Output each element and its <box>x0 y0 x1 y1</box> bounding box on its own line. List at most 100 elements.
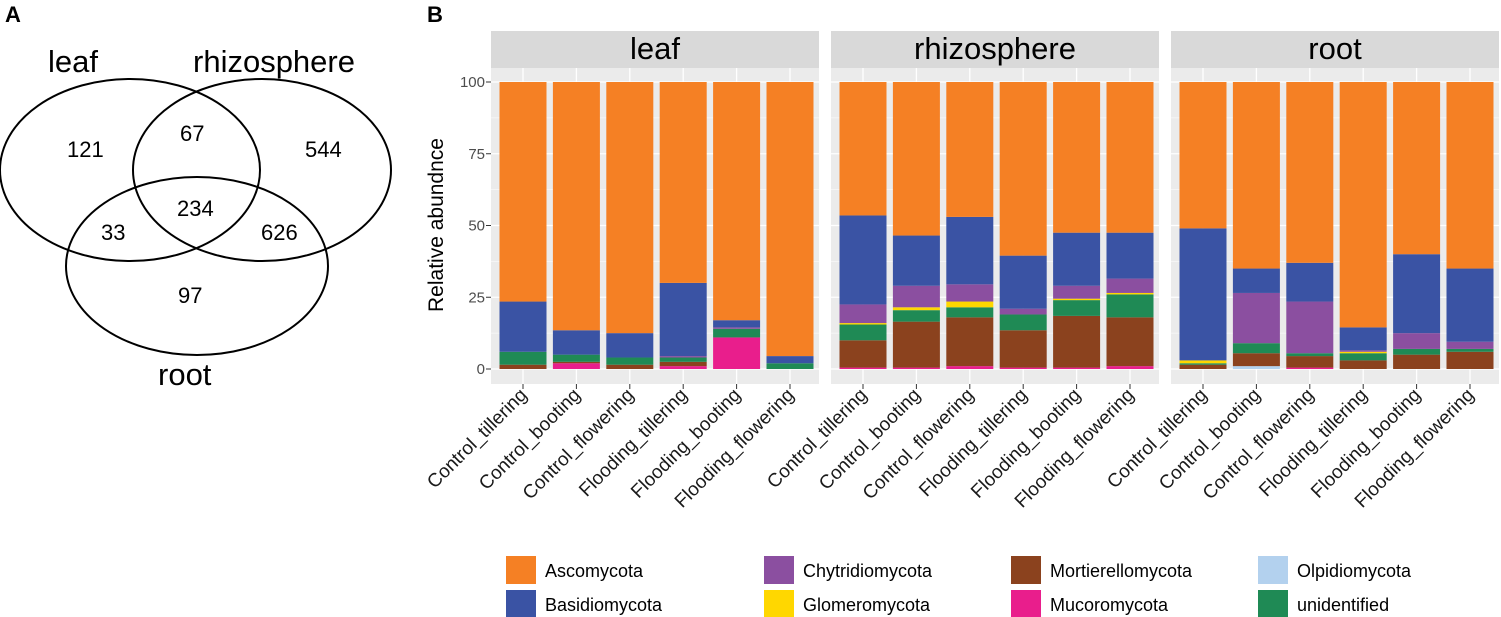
bar-root-flooding-tillering-unidentified <box>1339 353 1387 361</box>
bar-rhizosphere-control-flowering-glomeromycota <box>946 301 994 308</box>
bar-rhizosphere-control-flowering-chytridiomycota <box>946 284 994 302</box>
venn-count-leaf-root: 33 <box>101 220 125 245</box>
bar-root-control-flowering-unidentified <box>1286 353 1334 357</box>
bar-root-control-flowering-mucoromycota <box>1286 367 1334 369</box>
bar-root-control-tillering-mortierellomycota <box>1179 364 1227 369</box>
bar-leaf-flooding-tillering-unidentified <box>659 357 707 362</box>
bar-root-control-booting-mortierellomycota <box>1232 353 1280 367</box>
facet-title-root: root <box>1308 31 1362 66</box>
bar-rhizosphere-flooding-booting-mucoromycota <box>1053 367 1101 369</box>
bar-rhizosphere-flooding-flowering-mucoromycota <box>1106 366 1154 369</box>
venn-label-leaf: leaf <box>48 44 98 79</box>
bar-rhizosphere-control-flowering-basidiomycota <box>946 216 994 285</box>
bar-rhizosphere-flooding-flowering-ascomycota <box>1106 82 1154 233</box>
bar-rhizosphere-control-flowering-ascomycota <box>946 82 994 217</box>
bar-rhizosphere-control-tillering-chytridiomycota <box>839 304 887 324</box>
legend-label-mortierellomycota: Mortierellomycota <box>1050 561 1193 581</box>
bar-rhizosphere-flooding-tillering-unidentified <box>999 314 1047 331</box>
venn-rhizosphere-circle <box>132 78 392 262</box>
bar-rhizosphere-control-flowering-unidentified <box>946 307 994 318</box>
bar-leaf-flooding-tillering-chytridiomycota <box>659 356 707 358</box>
bar-leaf-control-booting-mortierellomycota <box>552 361 600 364</box>
bar-rhizosphere-control-tillering-mucoromycota <box>839 367 887 369</box>
bar-leaf-flooding-flowering-basidiomycota <box>766 356 814 364</box>
bar-rhizosphere-flooding-tillering-chytridiomycota <box>999 308 1047 315</box>
bar-rhizosphere-flooding-flowering-chytridiomycota <box>1106 278 1154 293</box>
bar-rhizosphere-flooding-tillering-mortierellomycota <box>999 330 1047 368</box>
bar-root-flooding-booting-ascomycota <box>1393 82 1441 255</box>
bar-rhizosphere-control-booting-mortierellomycota <box>892 321 940 368</box>
bar-root-control-booting-ascomycota <box>1232 82 1280 269</box>
bar-leaf-control-flowering-basidiomycota <box>606 333 654 358</box>
bar-root-flooding-tillering-basidiomycota <box>1339 327 1387 351</box>
venn-count-rhizosphere-only: 544 <box>305 137 342 162</box>
bar-rhizosphere-control-tillering-basidiomycota <box>839 215 887 305</box>
bar-rhizosphere-control-booting-ascomycota <box>892 82 940 236</box>
bar-leaf-flooding-booting-unidentified <box>713 328 761 338</box>
bar-rhizosphere-control-booting-basidiomycota <box>892 235 940 286</box>
bar-root-flooding-flowering-chytridiomycota <box>1446 341 1494 349</box>
y-tick-label: 75 <box>468 146 485 163</box>
bar-leaf-flooding-tillering-mortierellomycota <box>659 361 707 367</box>
bar-rhizosphere-control-flowering-mucoromycota <box>946 366 994 369</box>
bar-leaf-control-tillering-ascomycota <box>499 82 547 302</box>
bar-root-flooding-booting-basidiomycota <box>1393 254 1441 334</box>
legend-label-basidiomycota: Basidiomycota <box>545 595 663 615</box>
bar-rhizosphere-flooding-booting-basidiomycota <box>1053 232 1101 286</box>
bar-root-flooding-flowering-ascomycota <box>1446 82 1494 269</box>
panel-b-label: B <box>427 2 443 27</box>
bar-root-control-flowering-basidiomycota <box>1286 262 1334 302</box>
bar-leaf-control-booting-mucoromycota <box>552 363 600 369</box>
bar-rhizosphere-control-tillering-unidentified <box>839 324 887 341</box>
bar-root-control-tillering-glomeromycota <box>1179 360 1227 364</box>
bar-leaf-control-booting-ascomycota <box>552 82 600 331</box>
bar-rhizosphere-flooding-booting-glomeromycota <box>1053 298 1101 301</box>
bar-leaf-flooding-booting-mucoromycota <box>713 337 761 369</box>
bar-root-flooding-tillering-mortierellomycota <box>1339 360 1387 369</box>
venn-root-circle <box>65 176 329 356</box>
venn-label-rhizosphere: rhizosphere <box>193 44 355 79</box>
bar-leaf-control-booting-basidiomycota <box>552 330 600 355</box>
bar-rhizosphere-flooding-flowering-mortierellomycota <box>1106 317 1154 367</box>
bar-root-control-tillering-basidiomycota <box>1179 228 1227 361</box>
legend-swatch-unidentified <box>1258 590 1288 617</box>
bar-root-flooding-tillering-chytridiomycota <box>1339 350 1387 352</box>
bar-rhizosphere-flooding-booting-ascomycota <box>1053 82 1101 233</box>
bar-root-control-flowering-mortierellomycota <box>1286 356 1334 368</box>
facet-strip-root <box>1171 31 1499 68</box>
bar-leaf-flooding-booting-chytridiomycota <box>713 327 761 329</box>
bar-rhizosphere-flooding-flowering-basidiomycota <box>1106 232 1154 279</box>
bar-root-control-tillering-unidentified <box>1179 363 1227 365</box>
bar-leaf-flooding-booting-ascomycota <box>713 82 761 321</box>
bar-root-control-booting-olpidiomycota <box>1232 366 1280 369</box>
bar-leaf-control-tillering-mortierellomycota <box>499 364 547 369</box>
panel-a-label: A <box>5 2 21 27</box>
bar-rhizosphere-flooding-flowering-glomeromycota <box>1106 292 1154 295</box>
bar-rhizosphere-flooding-tillering-ascomycota <box>999 82 1047 256</box>
bar-leaf-flooding-tillering-mucoromycota <box>659 366 707 369</box>
bar-root-control-booting-basidiomycota <box>1232 268 1280 293</box>
venn-diagram: leaf rhizosphere root 121 67 544 33 234 … <box>0 44 392 392</box>
bar-root-flooding-flowering-unidentified <box>1446 348 1494 352</box>
bar-root-flooding-tillering-ascomycota <box>1339 82 1387 328</box>
legend-label-glomeromycota: Glomeromycota <box>803 595 931 615</box>
legend-label-unidentified: unidentified <box>1297 595 1389 615</box>
legend-label-ascomycota: Ascomycota <box>545 561 644 581</box>
bar-rhizosphere-control-tillering-ascomycota <box>839 82 887 216</box>
bar-root-control-booting-chytridiomycota <box>1232 292 1280 344</box>
bar-root-flooding-tillering-glomeromycota <box>1339 351 1387 354</box>
bar-rhizosphere-control-booting-mucoromycota <box>892 367 940 369</box>
facet-strip-leaf <box>491 31 819 68</box>
bar-rhizosphere-flooding-tillering-basidiomycota <box>999 255 1047 309</box>
facet-strip-rhizosphere <box>831 31 1159 68</box>
bar-leaf-flooding-booting-basidiomycota <box>713 320 761 328</box>
venn-count-root-only: 97 <box>178 283 202 308</box>
legend-swatch-mortierellomycota <box>1011 556 1041 584</box>
bar-rhizosphere-control-tillering-glomeromycota <box>839 323 887 325</box>
bar-rhizosphere-control-booting-chytridiomycota <box>892 285 940 308</box>
venn-count-leaf-only: 121 <box>67 137 104 162</box>
legend-label-olpidiomycota: Olpidiomycota <box>1297 561 1412 581</box>
bar-root-flooding-booting-chytridiomycota <box>1393 333 1441 349</box>
bar-rhizosphere-control-flowering-mortierellomycota <box>946 317 994 367</box>
